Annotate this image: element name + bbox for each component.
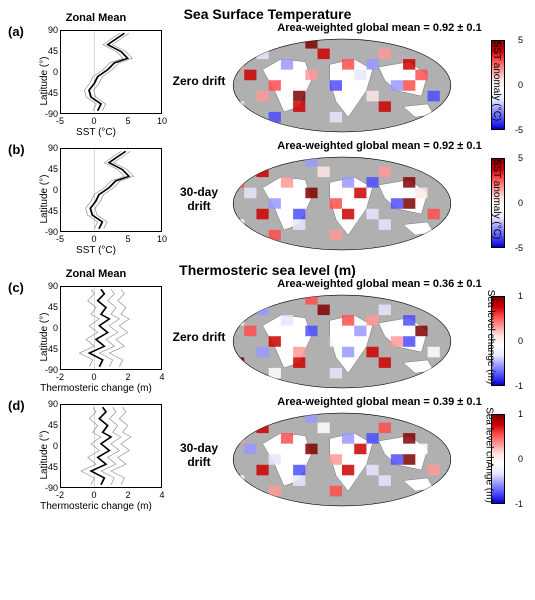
zonal-plot-a: Zonal Mean Latitude (°) SST (°C) -90-450…: [26, 26, 166, 136]
panel-a: (a) Zonal Mean Latitude (°) SST (°C) -90…: [8, 26, 527, 136]
zonal-plot-d: Latitude (°) Thermosteric change (m) -90…: [26, 400, 166, 510]
panel-label-a: (a): [8, 24, 24, 39]
map-block-a: Area-weighted global mean = 0.92 ± 0.1 S…: [232, 26, 527, 136]
row-label-a: Zero drift: [170, 74, 228, 88]
row-label-b: 30-daydrift: [170, 185, 228, 213]
cbar-label-b: SST anomaly (°C): [491, 159, 502, 240]
panel-b: (b) Latitude (°) SST (°C) -90-4504590-50…: [8, 144, 527, 254]
cbar-label-a: SST anomaly (°C): [491, 41, 502, 122]
zonal-plot-b: Latitude (°) SST (°C) -90-4504590-50510: [26, 144, 166, 254]
panel-label-b: (b): [8, 142, 25, 157]
figure: Sea Surface Temperature (a) Zonal Mean L…: [0, 0, 535, 522]
cbar-label-d: Sea level chAnge (m): [484, 407, 495, 503]
panel-label-c: (c): [8, 280, 24, 295]
xlabel-a: SST (°C): [26, 127, 166, 138]
map-title-a: Area-weighted global mean = 0.92 ± 0.1: [232, 22, 527, 34]
map-title-b: Area-weighted global mean = 0.92 ± 0.1: [232, 140, 527, 152]
xlabel-c: Thermosteric change (m): [26, 383, 166, 394]
map-title-d: Area-weighted global mean = 0.39 ± 0.1: [232, 396, 527, 408]
zonal-plot-c: Zonal Mean Latitude (°) Thermosteric cha…: [26, 282, 166, 392]
xlabel-d: Thermosteric change (m): [26, 501, 166, 512]
row-label-d: 30-daydrift: [170, 441, 228, 469]
panel-label-d: (d): [8, 398, 25, 413]
map-title-c: Area-weighted global mean = 0.36 ± 0.1: [232, 278, 527, 290]
panel-d: (d) Latitude (°) Thermosteric change (m)…: [8, 400, 527, 510]
cbar-label-c: Sea level change (m): [484, 290, 495, 385]
map-block-c: Area-weighted global mean = 0.36 ± 0.1 S…: [232, 282, 527, 392]
zonal-title-a: Zonal Mean: [26, 12, 166, 24]
zonal-title-c: Zonal Mean: [26, 268, 166, 280]
map-block-d: Area-weighted global mean = 0.39 ± 0.1 S…: [232, 400, 527, 510]
xlabel-b: SST (°C): [26, 245, 166, 256]
row-label-c: Zero drift: [170, 330, 228, 344]
map-block-b: Area-weighted global mean = 0.92 ± 0.1 S…: [232, 144, 527, 254]
ylabel-b: Latitude (°): [39, 174, 50, 223]
ylabel-c: Latitude (°): [39, 312, 50, 361]
ylabel-a: Latitude (°): [39, 56, 50, 105]
panel-c: (c) Zonal Mean Latitude (°) Thermosteric…: [8, 282, 527, 392]
ylabel-d: Latitude (°): [39, 430, 50, 479]
